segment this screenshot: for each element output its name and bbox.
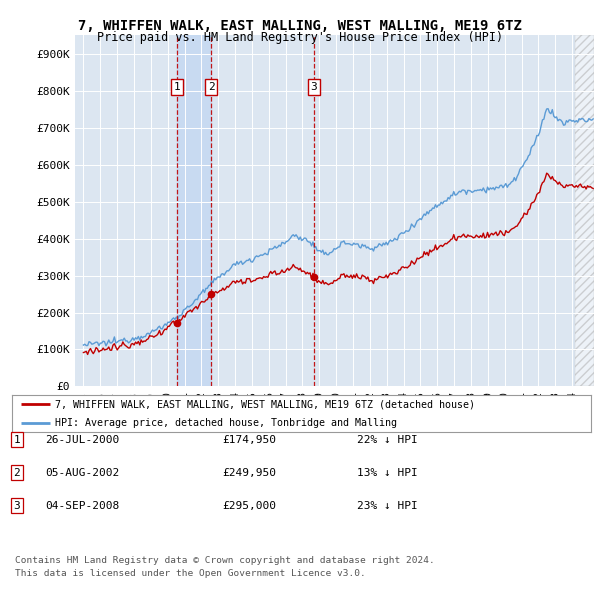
Text: This data is licensed under the Open Government Licence v3.0.: This data is licensed under the Open Gov…	[15, 569, 366, 578]
Text: 7, WHIFFEN WALK, EAST MALLING, WEST MALLING, ME19 6TZ: 7, WHIFFEN WALK, EAST MALLING, WEST MALL…	[78, 19, 522, 33]
Text: 2: 2	[13, 468, 20, 477]
Text: £174,950: £174,950	[222, 435, 276, 444]
Text: 1: 1	[13, 435, 20, 444]
Text: Contains HM Land Registry data © Crown copyright and database right 2024.: Contains HM Land Registry data © Crown c…	[15, 556, 435, 565]
Text: £295,000: £295,000	[222, 501, 276, 510]
Text: 7, WHIFFEN WALK, EAST MALLING, WEST MALLING, ME19 6TZ (detached house): 7, WHIFFEN WALK, EAST MALLING, WEST MALL…	[55, 400, 475, 410]
Bar	[177, 35, 211, 386]
Text: 26-JUL-2000: 26-JUL-2000	[45, 435, 119, 444]
Text: 2: 2	[208, 82, 215, 92]
Text: 22% ↓ HPI: 22% ↓ HPI	[357, 435, 418, 444]
Text: £249,950: £249,950	[222, 468, 276, 477]
Text: 3: 3	[13, 501, 20, 510]
Text: 04-SEP-2008: 04-SEP-2008	[45, 501, 119, 510]
Text: HPI: Average price, detached house, Tonbridge and Malling: HPI: Average price, detached house, Tonb…	[55, 418, 397, 428]
Text: 13% ↓ HPI: 13% ↓ HPI	[357, 468, 418, 477]
Text: 23% ↓ HPI: 23% ↓ HPI	[357, 501, 418, 510]
Text: Price paid vs. HM Land Registry's House Price Index (HPI): Price paid vs. HM Land Registry's House …	[97, 31, 503, 44]
Bar	[575, 35, 594, 386]
Text: 1: 1	[173, 82, 181, 92]
Text: 3: 3	[310, 82, 317, 92]
Text: 05-AUG-2002: 05-AUG-2002	[45, 468, 119, 477]
